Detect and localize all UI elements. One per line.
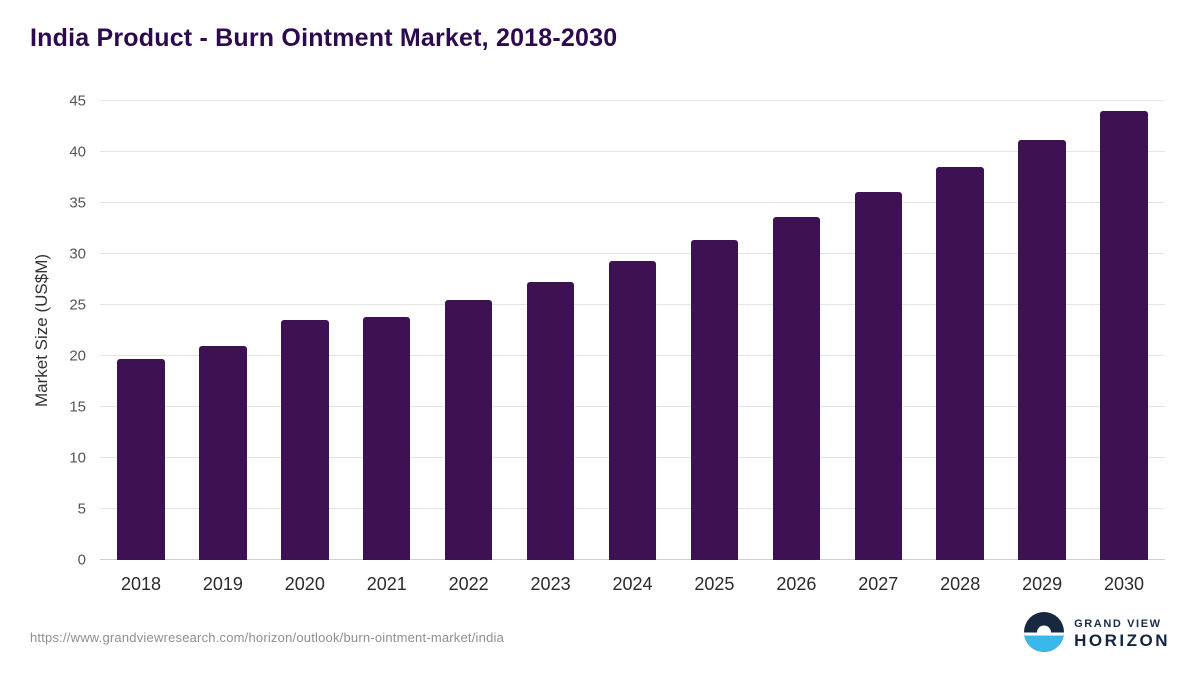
bar-2029 <box>1018 139 1066 560</box>
x-tick-label: 2027 <box>858 574 899 594</box>
y-tick-label: 35 <box>69 194 86 212</box>
brand-logo: GRAND VIEW HORIZON <box>1024 612 1170 657</box>
bar-slot <box>1083 101 1165 560</box>
brand-name-bottom: HORIZON <box>1074 631 1170 651</box>
bar-slot <box>1001 101 1083 560</box>
y-tick-label: 10 <box>69 449 86 467</box>
x-axis: 2018 2019 2020 2021 2022 2023 2024 2025 2026 2027… <box>100 574 1165 595</box>
y-tick-label: 20 <box>69 347 86 365</box>
bar-series <box>100 101 1165 560</box>
y-tick-label: 15 <box>69 398 86 416</box>
x-tick-label: 2028 <box>940 574 981 594</box>
y-tick-label: 25 <box>69 296 86 314</box>
x-tick-label: 2020 <box>284 574 325 594</box>
x-tick-label: 2022 <box>448 574 489 594</box>
x-tick-label: 2018 <box>120 574 161 594</box>
plot-area: 0 5 10 15 20 25 30 35 40 45 <box>69 94 1165 568</box>
source-url: https://www.grandviewresearch.com/horizo… <box>30 630 505 645</box>
y-tick-label: 0 <box>77 551 86 569</box>
bar-2023 <box>526 281 575 560</box>
x-tick-label: 2030 <box>1104 574 1145 594</box>
bar-2030 <box>1100 111 1148 560</box>
x-tick-label: 2025 <box>694 574 735 594</box>
x-tick-label: 2029 <box>1022 574 1063 594</box>
bar-slot <box>428 101 510 560</box>
bar-slot <box>592 101 674 560</box>
x-tick-label: 2024 <box>612 574 653 594</box>
y-axis-title: Market Size (US$M) <box>32 253 51 408</box>
y-tick-label: 5 <box>77 500 86 518</box>
y-tick-label: 40 <box>69 143 86 161</box>
bar-2021 <box>362 317 411 560</box>
brand-text: GRAND VIEW HORIZON <box>1074 618 1170 650</box>
bar-slot <box>755 101 837 560</box>
bar-2028 <box>936 167 984 560</box>
bar-2025 <box>690 239 739 560</box>
y-tick-label: 45 <box>69 92 86 110</box>
x-tick-label: 2019 <box>202 574 243 594</box>
x-tick-label: 2021 <box>366 574 407 594</box>
bar-slot <box>346 101 428 560</box>
bar-slot <box>510 101 592 560</box>
bar-2022 <box>444 299 493 560</box>
bar-slot <box>919 101 1001 560</box>
x-tick-label: 2023 <box>530 574 571 594</box>
bar-2027 <box>854 191 902 560</box>
bar-slot <box>264 101 346 560</box>
gridline <box>100 151 1165 152</box>
bar-slot <box>673 101 755 560</box>
gridline <box>100 253 1165 255</box>
y-tick-label: 30 <box>69 245 86 263</box>
gridline <box>100 202 1165 203</box>
bar-slot <box>182 101 264 560</box>
bar-slot <box>100 101 182 560</box>
bar-2024 <box>608 261 657 560</box>
x-tick-label: 2026 <box>776 574 817 594</box>
bar-slot <box>837 101 919 560</box>
bar-2020 <box>281 320 329 560</box>
bar-2019 <box>199 345 247 560</box>
bar-2018 <box>117 359 165 560</box>
chart-area: 0 5 10 15 20 25 30 35 40 45 2018 2019 2020 2021 2022 2… <box>69 94 1165 594</box>
brand-name-top: GRAND VIEW <box>1074 618 1162 631</box>
bar-2026 <box>772 217 821 560</box>
gridline <box>100 100 1165 101</box>
chart-title: India Product - Burn Ointment Market, 20… <box>30 24 618 52</box>
horizon-logo-icon <box>1024 612 1065 657</box>
